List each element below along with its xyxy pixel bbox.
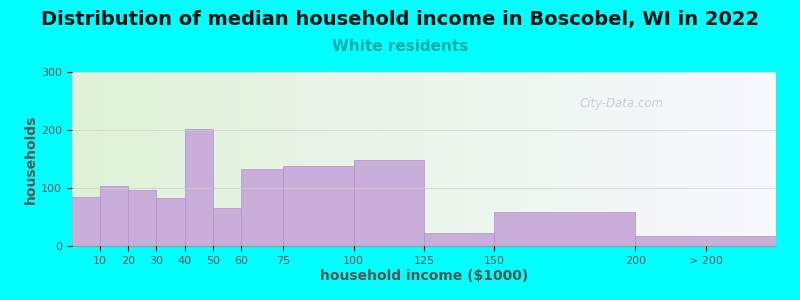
Bar	[354, 160, 424, 246]
Bar	[424, 233, 494, 246]
Bar	[635, 236, 776, 246]
Bar	[241, 169, 283, 246]
Text: City-Data.com: City-Data.com	[579, 97, 663, 110]
Bar	[100, 186, 128, 246]
Text: White residents: White residents	[332, 39, 468, 54]
Y-axis label: households: households	[24, 114, 38, 204]
Bar	[283, 166, 354, 246]
Bar	[185, 129, 213, 246]
X-axis label: household income ($1000): household income ($1000)	[320, 268, 528, 283]
Bar	[213, 208, 241, 246]
Bar	[72, 197, 100, 246]
Bar	[128, 190, 157, 246]
Text: Distribution of median household income in Boscobel, WI in 2022: Distribution of median household income …	[41, 10, 759, 29]
Bar	[494, 212, 635, 246]
Bar	[157, 198, 185, 246]
